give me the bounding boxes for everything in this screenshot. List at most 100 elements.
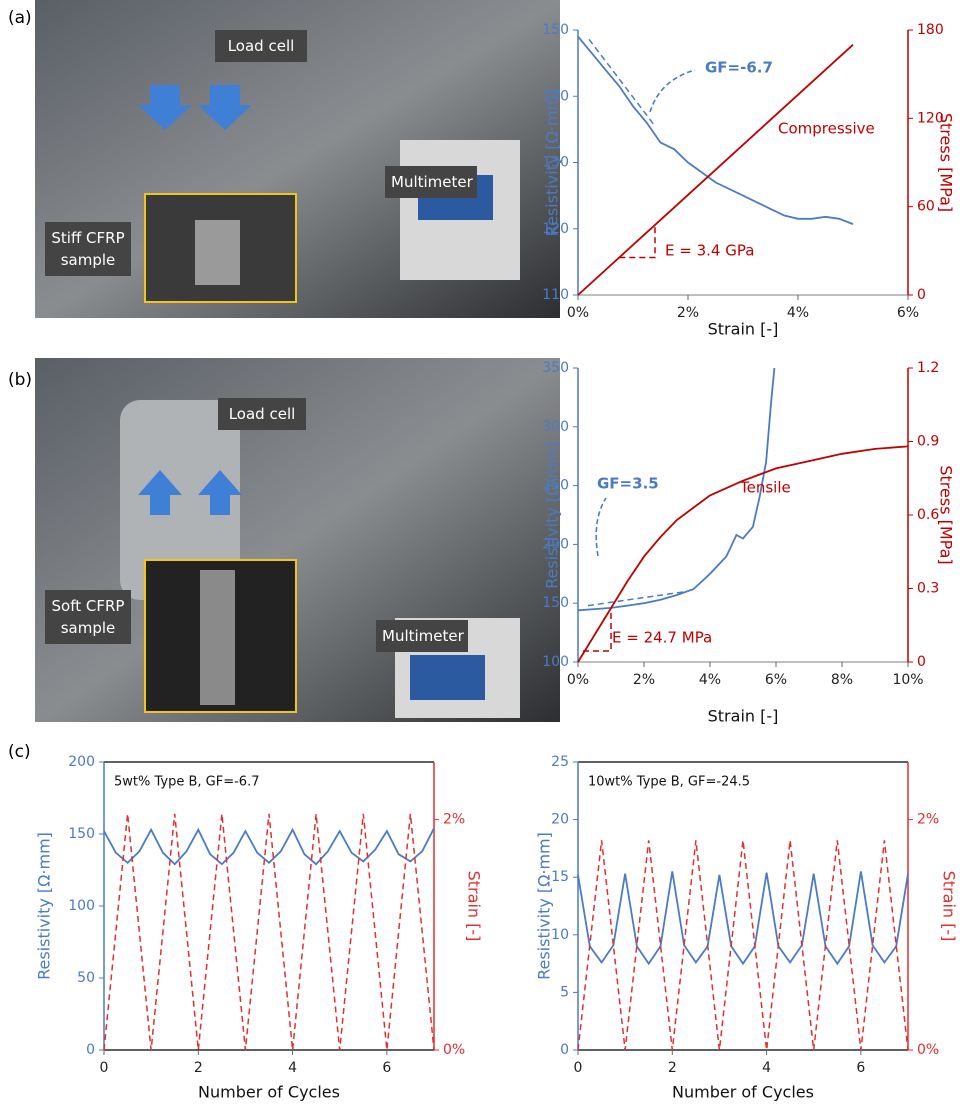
y2-tick-label: 0 — [917, 287, 926, 303]
series-line — [588, 38, 656, 127]
series-line — [103, 813, 435, 1051]
y-tick-label: 100 — [542, 654, 569, 670]
y-axis-title: Resistivity [Ω·mm] — [543, 441, 562, 589]
y-tick-label: 25 — [551, 754, 569, 770]
photo-tag: Multimeter — [376, 620, 468, 652]
y-tick-label: 150 — [542, 22, 569, 38]
series-line — [577, 367, 776, 612]
y2-tick-label: 0.9 — [917, 434, 939, 450]
y-tick-label: 0 — [560, 1042, 569, 1058]
x-tick-label: 0 — [574, 1060, 583, 1076]
photo-tag: Load cell — [218, 398, 306, 430]
y-tick-label: 120 — [542, 221, 569, 237]
y2-axis-title: Stress [MPa] — [937, 113, 956, 212]
photo-tag: Stiff CFRP sample — [45, 222, 131, 276]
y2-tick-label: 2% — [917, 812, 939, 828]
x-tick-label: 8% — [831, 672, 853, 688]
y2-tick-label: 0% — [443, 1042, 465, 1058]
y2-tick-label: 1.2 — [917, 360, 939, 376]
x-tick-label: 2 — [668, 1060, 677, 1076]
y-tick-label: 20 — [551, 812, 569, 828]
panel-label: (b) — [8, 370, 32, 390]
y2-tick-label: 120 — [917, 110, 944, 126]
y-tick-label: 15 — [551, 869, 569, 885]
series-line — [587, 590, 688, 607]
y2-axis-title: Strain [-] — [465, 871, 484, 942]
series-line — [577, 840, 909, 1051]
annotation: GF=-6.7 — [705, 59, 773, 77]
x-tick-label: 6% — [897, 305, 919, 321]
y2-tick-label: 2% — [443, 812, 465, 828]
x-tick-label: 6 — [382, 1060, 391, 1076]
grip — [120, 400, 240, 600]
y-axis-title: Resistivity [Ω·mm] — [35, 832, 54, 980]
y-tick-label: 300 — [542, 419, 569, 435]
annotation: Tensile — [739, 479, 791, 497]
y2-axis-title: Strain [-] — [940, 871, 959, 942]
arrow — [198, 470, 242, 515]
x-tick-label: 4 — [762, 1060, 771, 1076]
x-axis-title: Strain [-] — [708, 320, 779, 339]
y2-tick-label: 0 — [917, 654, 926, 670]
x-tick-label: 6 — [856, 1060, 865, 1076]
x-tick-label: 6% — [765, 672, 787, 688]
y-tick-label: 350 — [542, 360, 569, 376]
annotation: E = 3.4 GPa — [665, 242, 754, 260]
annotation: Compressive — [778, 120, 875, 138]
x-tick-label: 2% — [677, 305, 699, 321]
y-tick-label: 130 — [542, 155, 569, 171]
x-axis-title: Number of Cycles — [198, 1083, 340, 1102]
series-line — [583, 610, 612, 652]
chart-title: 10wt% Type B, GF=-24.5 — [588, 775, 750, 790]
x-tick-label: 0% — [567, 672, 589, 688]
x-tick-label: 4% — [787, 305, 809, 321]
y2-axis-title: Stress [MPa] — [937, 465, 956, 564]
y2-tick-label: 0.3 — [917, 581, 939, 597]
x-tick-label: 0% — [567, 305, 589, 321]
annotation: E = 24.7 MPa — [612, 629, 712, 647]
y-tick-label: 140 — [542, 88, 569, 104]
annotation-arrow — [649, 69, 696, 113]
y-axis-title: Resistivity [Ω·mm] — [535, 832, 554, 980]
photo-tag: Soft CFRP sample — [45, 590, 131, 644]
x-tick-label: 0 — [100, 1060, 109, 1076]
y-tick-label: 200 — [68, 754, 95, 770]
annotation-arrow — [595, 497, 607, 557]
multimeter-screen — [410, 655, 485, 700]
sample — [195, 220, 240, 285]
series-line — [577, 445, 909, 663]
arrow — [138, 85, 192, 130]
y-tick-label: 150 — [68, 826, 95, 842]
y-tick-label: 5 — [560, 984, 569, 1000]
y2-tick-label: 0% — [917, 1042, 939, 1058]
series-line — [619, 224, 656, 259]
x-tick-label: 10% — [892, 672, 923, 688]
panel-label: (a) — [8, 8, 32, 28]
y-tick-label: 50 — [77, 970, 95, 986]
y-tick-label: 110 — [542, 287, 569, 303]
y2-tick-label: 0.6 — [917, 507, 939, 523]
series-line — [577, 36, 854, 225]
x-axis-title: Strain [-] — [708, 707, 779, 726]
y-tick-label: 250 — [542, 478, 569, 494]
arrow — [198, 85, 252, 130]
y-axis-title: Resistivity [Ω·mm] — [543, 89, 562, 237]
y2-tick-label: 60 — [917, 199, 935, 215]
x-tick-label: 4 — [288, 1060, 297, 1076]
sample — [200, 570, 235, 705]
annotation: GF=3.5 — [597, 475, 659, 493]
x-tick-label: 2 — [194, 1060, 203, 1076]
photo-tag: Load cell — [215, 30, 307, 62]
y-tick-label: 100 — [68, 898, 95, 914]
y-tick-label: 0 — [86, 1042, 95, 1058]
photo-tag: Multimeter — [385, 166, 477, 198]
y-tick-label: 150 — [542, 595, 569, 611]
x-tick-label: 4% — [699, 672, 721, 688]
series-line — [577, 871, 909, 966]
arrow — [138, 470, 182, 515]
series-line — [103, 827, 435, 866]
chart-title: 5wt% Type B, GF=-6.7 — [114, 775, 259, 790]
y-tick-label: 10 — [551, 927, 569, 943]
